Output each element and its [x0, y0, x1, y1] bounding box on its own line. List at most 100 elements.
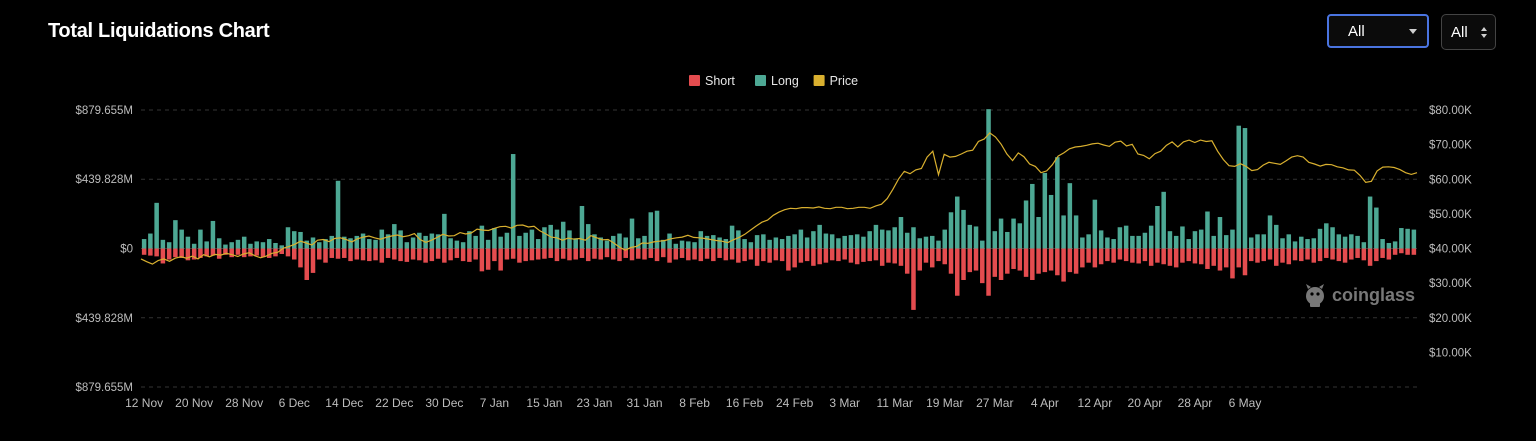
x-tick-label: 12 Nov	[125, 396, 163, 410]
short-bar	[911, 248, 916, 310]
long-bar	[317, 242, 322, 249]
short-bar	[248, 248, 253, 257]
short-bar	[1092, 248, 1098, 268]
short-bar	[761, 248, 766, 262]
short-bar	[617, 248, 622, 262]
long-bar	[454, 240, 460, 249]
long-bar	[842, 235, 847, 249]
long-bar	[204, 241, 209, 249]
short-bar	[1105, 248, 1110, 262]
short-bar	[379, 248, 385, 263]
y-right-tick-label: $70.00K	[1429, 140, 1472, 152]
long-bar	[1048, 194, 1054, 249]
long-bar	[285, 227, 291, 249]
long-bar	[429, 233, 435, 249]
short-bar	[673, 248, 679, 260]
x-tick-label: 3 Mar	[829, 396, 860, 410]
long-bar	[692, 242, 697, 249]
short-bar	[861, 248, 866, 262]
y-right-tick-label: $50.00K	[1429, 209, 1472, 221]
short-bar	[141, 248, 147, 255]
long-bar	[367, 239, 372, 249]
long-bar	[1223, 235, 1229, 249]
range-select-value: All	[1451, 23, 1468, 41]
short-bar	[1380, 248, 1385, 258]
long-bar	[604, 240, 610, 249]
short-bar	[204, 248, 209, 257]
short-bar	[348, 248, 353, 262]
long-bar	[779, 239, 785, 249]
short-bar	[485, 248, 491, 270]
range-select[interactable]: All	[1441, 14, 1496, 50]
long-bar	[579, 205, 585, 249]
short-bar	[1192, 248, 1198, 264]
short-bar	[1236, 248, 1241, 268]
short-bar	[254, 248, 259, 256]
long-bar	[811, 231, 816, 249]
long-bar	[1198, 229, 1204, 249]
long-bar	[1217, 217, 1223, 249]
short-bar	[967, 248, 973, 273]
legend-swatch-short	[689, 75, 700, 86]
short-bar	[1117, 248, 1123, 260]
x-tick-label: 19 Mar	[926, 396, 963, 410]
long-bar	[898, 217, 904, 249]
long-bar	[166, 242, 172, 249]
long-bar	[617, 233, 622, 249]
x-tick-label: 16 Feb	[726, 396, 764, 410]
long-bar	[929, 235, 935, 249]
long-bar	[554, 229, 560, 249]
short-bar	[404, 248, 410, 262]
long-bar	[1023, 200, 1029, 249]
short-bar	[260, 248, 266, 258]
long-bar	[729, 225, 735, 249]
long-bar	[936, 240, 941, 249]
short-bar	[817, 248, 822, 265]
long-bar	[567, 230, 572, 249]
short-bar	[529, 248, 535, 261]
long-bar	[1105, 237, 1110, 249]
short-bar	[354, 248, 360, 260]
long-bar	[216, 238, 222, 249]
short-bar	[542, 248, 547, 259]
long-bar	[1236, 125, 1241, 249]
long-bar	[636, 238, 641, 249]
x-tick-label: 27 Mar	[976, 396, 1013, 410]
long-bar	[298, 231, 303, 249]
short-bar	[798, 248, 804, 263]
long-bar	[1324, 223, 1329, 249]
long-bar	[854, 234, 860, 249]
short-bar	[1374, 248, 1379, 262]
x-tick-label: 8 Feb	[679, 396, 710, 410]
short-bar	[1173, 248, 1179, 268]
long-bar	[266, 239, 272, 249]
short-bar	[786, 248, 791, 271]
symbol-select[interactable]: All	[1327, 14, 1429, 48]
short-bar	[748, 248, 754, 260]
short-bar	[1280, 248, 1285, 263]
long-bar	[529, 229, 535, 249]
x-tick-label: 6 Dec	[279, 396, 310, 410]
long-bar	[1248, 237, 1254, 249]
long-bar	[1142, 232, 1148, 249]
short-bar	[342, 248, 347, 258]
long-bar	[1355, 235, 1360, 249]
long-bar	[141, 239, 147, 249]
long-bar	[1117, 227, 1123, 249]
short-bar	[241, 248, 247, 258]
x-tick-label: 15 Jan	[526, 396, 562, 410]
long-bar	[179, 229, 184, 249]
short-bar	[592, 248, 597, 259]
long-bar	[723, 239, 729, 249]
short-bar	[467, 248, 472, 262]
short-bar	[548, 248, 553, 258]
long-bar	[585, 224, 591, 249]
long-bar	[485, 239, 491, 249]
short-bar	[729, 248, 735, 260]
short-bar	[373, 248, 378, 261]
short-bar	[923, 248, 929, 263]
short-bar	[585, 248, 591, 262]
short-bar	[823, 248, 829, 263]
short-bar	[1223, 248, 1229, 268]
short-bar	[742, 248, 747, 262]
